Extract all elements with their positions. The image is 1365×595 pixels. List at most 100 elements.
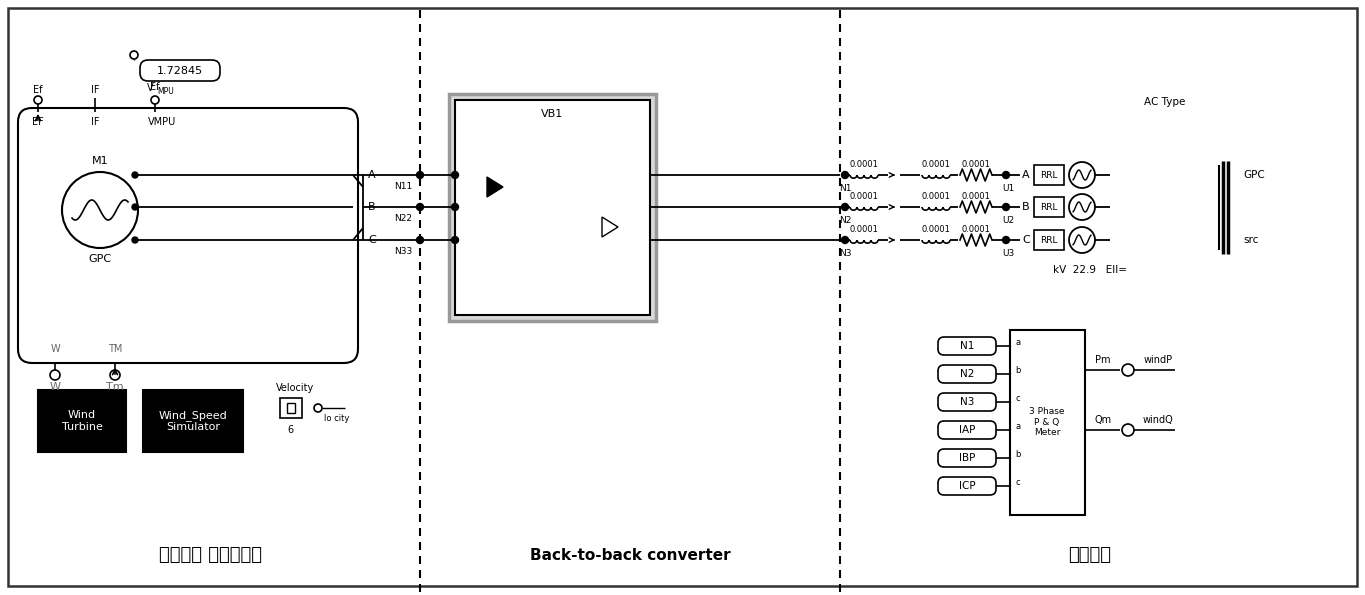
Text: kV  22.9   EII=: kV 22.9 EII=	[1052, 265, 1127, 275]
Circle shape	[452, 171, 459, 178]
Circle shape	[416, 236, 423, 243]
Bar	[1035, 197, 1063, 217]
Text: N11: N11	[394, 181, 412, 190]
Text: Velocity: Velocity	[276, 383, 314, 393]
Text: Pm: Pm	[1095, 355, 1111, 365]
Text: C: C	[369, 235, 375, 245]
Text: RRL: RRL	[1040, 202, 1058, 211]
Text: GPC: GPC	[89, 254, 112, 264]
Text: Ef: Ef	[150, 82, 160, 92]
Text: b: b	[1016, 449, 1021, 459]
Circle shape	[130, 51, 138, 59]
Text: Back-to-back converter: Back-to-back converter	[530, 547, 730, 562]
Text: a: a	[1016, 337, 1020, 346]
Bar	[449, 94, 657, 321]
FancyBboxPatch shape	[938, 421, 996, 439]
Text: U2: U2	[1002, 215, 1014, 224]
Text: IAP: IAP	[958, 425, 975, 435]
Text: 0.0001: 0.0001	[961, 192, 991, 201]
Bar	[1035, 230, 1063, 250]
Text: VB1: VB1	[541, 109, 564, 119]
Circle shape	[132, 172, 138, 178]
FancyBboxPatch shape	[938, 365, 996, 383]
Circle shape	[1069, 162, 1095, 188]
Text: 영구자석 동기발전기: 영구자석 동기발전기	[158, 546, 262, 564]
Text: 0.0001: 0.0001	[921, 159, 950, 168]
Text: a: a	[1016, 421, 1020, 431]
Text: TM: TM	[108, 344, 123, 354]
FancyBboxPatch shape	[938, 477, 996, 495]
Circle shape	[1069, 227, 1095, 253]
Text: 1.72845: 1.72845	[157, 65, 203, 76]
Circle shape	[841, 171, 849, 178]
Polygon shape	[602, 217, 618, 237]
Text: N1: N1	[960, 341, 975, 351]
Bar	[143, 390, 243, 452]
Text: N2: N2	[960, 369, 975, 379]
Text: A: A	[369, 170, 375, 180]
Text: 0.0001: 0.0001	[849, 224, 879, 233]
Bar	[287, 403, 295, 413]
Circle shape	[61, 172, 138, 248]
Text: IBP: IBP	[958, 453, 975, 463]
Bar	[455, 100, 650, 315]
Circle shape	[51, 370, 60, 380]
Circle shape	[841, 236, 849, 243]
Text: N2: N2	[839, 215, 852, 224]
Text: 0.0001: 0.0001	[921, 192, 950, 201]
Circle shape	[1122, 364, 1134, 376]
Circle shape	[1002, 236, 1010, 243]
Text: Qm: Qm	[1095, 415, 1111, 425]
Text: EF: EF	[33, 117, 44, 127]
Text: N33: N33	[394, 246, 412, 255]
Text: W: W	[51, 344, 60, 354]
Text: c: c	[1016, 478, 1020, 487]
Text: Wind_Speed
Simulator: Wind_Speed Simulator	[158, 410, 228, 432]
Text: MPU: MPU	[157, 86, 173, 96]
Text: 0.0001: 0.0001	[921, 224, 950, 233]
FancyBboxPatch shape	[938, 449, 996, 467]
Text: 0.0001: 0.0001	[961, 224, 991, 233]
Bar	[280, 398, 302, 418]
Text: lo city: lo city	[325, 414, 349, 422]
Circle shape	[132, 204, 138, 210]
Text: N3: N3	[838, 249, 852, 258]
Circle shape	[152, 96, 158, 104]
Circle shape	[1122, 424, 1134, 436]
Text: ICP: ICP	[958, 481, 976, 491]
Circle shape	[416, 203, 423, 211]
Bar	[1035, 165, 1063, 185]
Text: 0.0001: 0.0001	[849, 159, 879, 168]
Text: Wind
Turbine: Wind Turbine	[61, 410, 102, 432]
Circle shape	[34, 96, 42, 104]
Text: N22: N22	[394, 214, 412, 223]
Text: N3: N3	[960, 397, 975, 407]
FancyBboxPatch shape	[18, 108, 358, 363]
FancyBboxPatch shape	[938, 337, 996, 355]
Text: c: c	[1016, 393, 1020, 402]
Circle shape	[132, 237, 138, 243]
Text: src: src	[1244, 235, 1259, 245]
Text: B: B	[369, 202, 375, 212]
Text: 0.0001: 0.0001	[849, 192, 879, 201]
Text: C: C	[1022, 235, 1029, 245]
Text: windQ: windQ	[1143, 415, 1174, 425]
Text: A: A	[1022, 170, 1029, 180]
Circle shape	[452, 236, 459, 243]
Text: U3: U3	[1002, 249, 1014, 258]
Text: b: b	[1016, 365, 1021, 374]
Text: AC Type: AC Type	[1144, 97, 1186, 107]
Text: GPC: GPC	[1244, 170, 1265, 180]
Polygon shape	[487, 177, 502, 197]
Text: B: B	[1022, 202, 1029, 212]
Text: Tm: Tm	[106, 382, 124, 392]
Text: windP: windP	[1144, 355, 1173, 365]
FancyBboxPatch shape	[141, 60, 220, 81]
Text: IF: IF	[90, 117, 100, 127]
Text: Ef: Ef	[33, 85, 42, 95]
Circle shape	[452, 203, 459, 211]
Text: M1: M1	[91, 156, 108, 166]
Bar	[38, 390, 126, 452]
Circle shape	[1069, 194, 1095, 220]
Text: W: W	[49, 382, 60, 392]
